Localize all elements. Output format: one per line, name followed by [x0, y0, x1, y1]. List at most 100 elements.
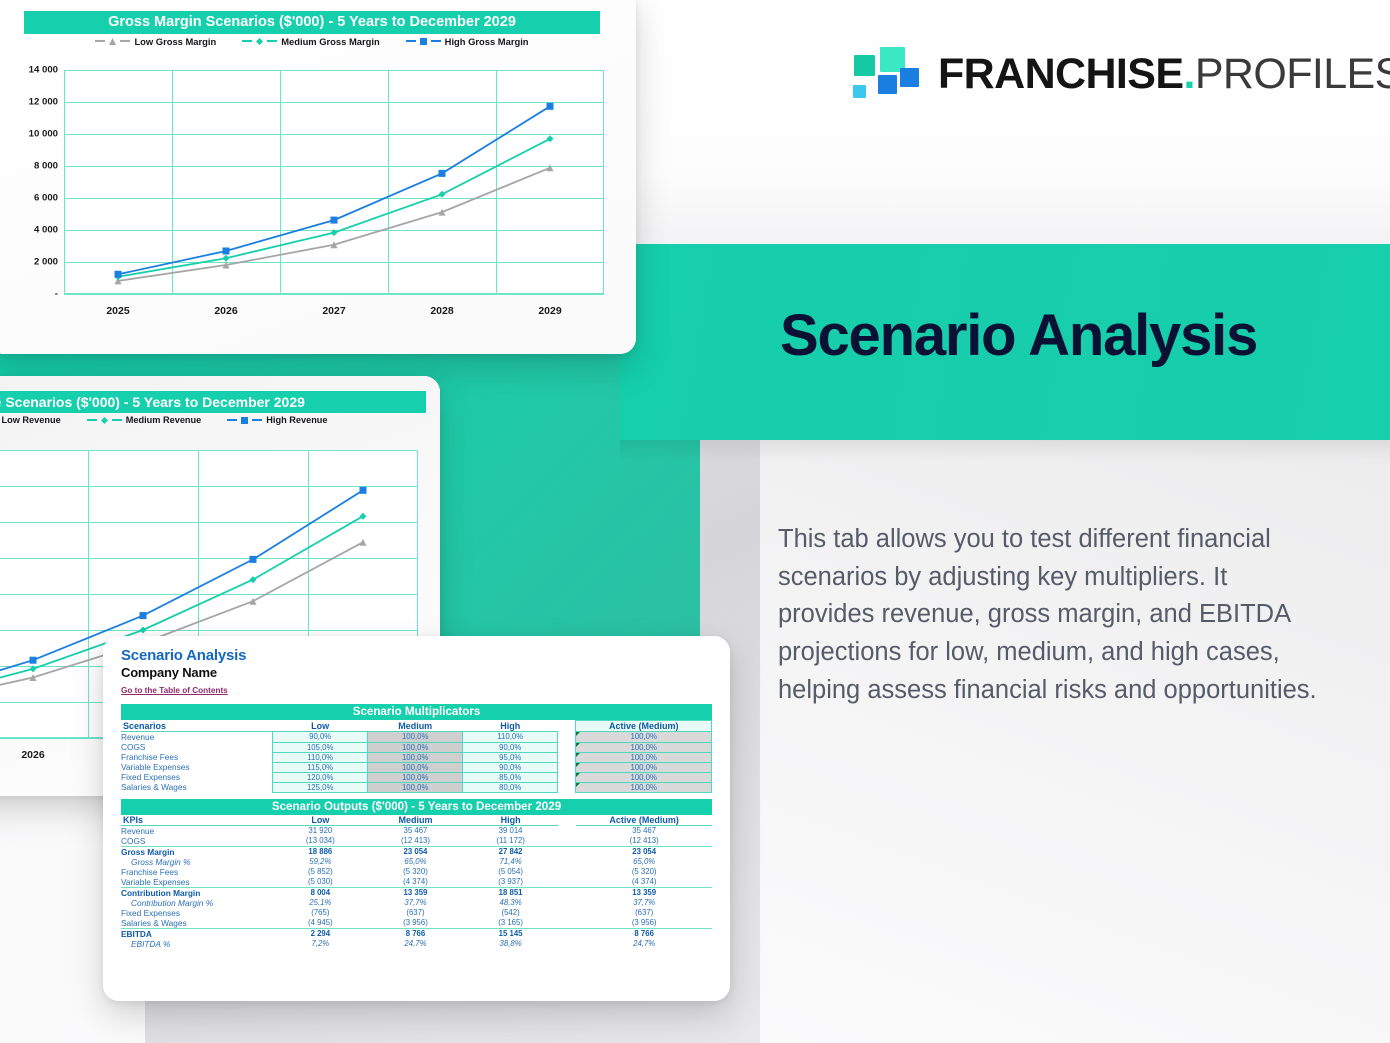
table-of-contents-link[interactable]: Go to the Table of Contents: [121, 686, 228, 695]
cell-low: (5 030): [308, 877, 333, 886]
gridline-horizontal: [0, 630, 418, 631]
cell-active: 23 054: [576, 845, 712, 857]
legend-item-1: Medium Gross Margin: [242, 35, 380, 47]
gridline-horizontal: [0, 486, 418, 487]
y-axis-tick-label: 14 000: [28, 64, 58, 76]
y-axis-tick-label: 6 000: [33, 192, 58, 204]
cell-medium[interactable]: 100,0%: [367, 771, 464, 783]
cell-active: (4 374): [631, 877, 657, 886]
cell-low: (4 945): [308, 918, 333, 927]
legend-label: Medium Gross Margin: [281, 35, 380, 47]
cell-high[interactable]: 90,0%: [462, 761, 559, 773]
legend-item-0: Low Gross Margin: [95, 36, 216, 47]
data-point: [29, 674, 37, 681]
cell-low[interactable]: 120,0%: [272, 771, 369, 783]
data-point: [359, 486, 367, 494]
table-row: Variable Expenses 115,0% 100,0% 90,0% 10…: [121, 761, 712, 773]
gridline-horizontal: [0, 450, 418, 451]
data-point: [29, 665, 37, 673]
cell-medium: 8 766: [367, 927, 464, 939]
data-point: [222, 261, 230, 269]
cell-active[interactable]: 100,0%: [575, 731, 712, 743]
cell-medium[interactable]: 100,0%: [367, 751, 464, 763]
table-row: Revenue 90,0% 100,0% 110,0% 100,0%: [121, 731, 712, 743]
row-label: Salaries & Wages: [121, 782, 187, 792]
legend-item-2: High Revenue: [227, 415, 328, 425]
data-point: [359, 538, 367, 546]
cell-active[interactable]: 100,0%: [575, 781, 712, 793]
legend-label: High Gross Margin: [444, 35, 529, 47]
cell-active: 35 467: [632, 826, 657, 835]
col-header-medium: Medium: [367, 814, 464, 826]
gridline-vertical: [496, 70, 497, 294]
cell-medium: (3 956): [403, 918, 428, 927]
data-point: [114, 277, 122, 285]
y-axis-tick-label: 4 000: [33, 224, 58, 236]
series-line-2: [117, 105, 551, 276]
row-label: Contribution Margin %: [131, 897, 214, 908]
cell-medium[interactable]: 100,0%: [367, 731, 464, 743]
cell-active: (3 956): [631, 918, 657, 927]
table-row: Salaries & Wages 125,0% 100,0% 80,0% 100…: [121, 781, 712, 793]
cell-low[interactable]: 110,0%: [272, 751, 369, 763]
gridline-vertical: [172, 70, 173, 294]
row-label: Franchise Fees: [121, 752, 179, 762]
cell-active: 24,7%: [633, 939, 656, 948]
cell-low[interactable]: 125,0%: [272, 781, 369, 793]
logo-mark-icon: [852, 47, 919, 101]
cell-high[interactable]: 90,0%: [462, 741, 559, 753]
cell-low: (5 852): [308, 867, 333, 876]
data-point: [438, 169, 446, 177]
cell-active[interactable]: 100,0%: [575, 751, 712, 763]
series-line-0: [117, 166, 551, 282]
cell-high[interactable]: 110,0%: [462, 731, 559, 743]
cell-active: 13 359: [576, 886, 712, 898]
cell-medium[interactable]: 100,0%: [367, 761, 464, 773]
cell-high: (11 172): [496, 836, 525, 845]
cell-low[interactable]: 115,0%: [272, 761, 369, 773]
cell-medium: 37,7%: [404, 898, 427, 907]
y-axis-tick-label: 10 000: [28, 128, 58, 140]
table-row: EBITDA 2 294 8 766 15 145 8 766: [121, 927, 712, 939]
cell-active[interactable]: 100,0%: [575, 741, 712, 753]
gross-margin-chart-legend: Low Gross Margin Medium Gross Margin Hig…: [6, 30, 618, 52]
data-point: [139, 612, 147, 620]
legend-label: Low Gross Margin: [134, 35, 217, 47]
cell-high: (3 165): [498, 918, 523, 927]
cell-high: 15 145: [463, 927, 559, 939]
cell-medium[interactable]: 100,0%: [367, 741, 464, 753]
cell-medium: 65,0%: [404, 857, 427, 866]
cell-medium[interactable]: 100,0%: [367, 781, 464, 793]
table-row: COGS 105,0% 100,0% 90,0% 100,0%: [121, 741, 712, 753]
x-axis-tick-label: 2028: [430, 305, 454, 317]
cell-high[interactable]: 95,0%: [462, 751, 559, 763]
table-row: Franchise Fees 110,0% 100,0% 95,0% 100,0…: [121, 751, 712, 763]
table-header-row: Scenarios Low Medium High Active (Medium): [121, 720, 712, 732]
data-point: [29, 656, 37, 664]
data-point: [359, 512, 367, 520]
scenario-multiplicators-band: Scenario Multiplicators: [121, 704, 712, 720]
cell-active[interactable]: 100,0%: [575, 771, 712, 783]
table-row: Variable Expenses (5 030) (4 374) (3 937…: [121, 877, 712, 888]
row-label: Fixed Expenses: [121, 907, 181, 918]
gridline-horizontal: [0, 594, 418, 595]
cell-low[interactable]: 105,0%: [272, 741, 369, 753]
cell-low[interactable]: 90,0%: [272, 731, 369, 743]
cell-medium: 24,7%: [404, 939, 427, 948]
x-axis-tick-label: 2025: [106, 305, 130, 317]
cell-high: (3 937): [498, 877, 523, 886]
col-header-high: High: [463, 814, 559, 826]
background-teal-banner: [620, 244, 1390, 440]
cell-high[interactable]: 85,0%: [462, 771, 559, 783]
cell-active[interactable]: 100,0%: [575, 761, 712, 773]
cell-high[interactable]: 80,0%: [462, 781, 559, 793]
cell-low: 25,1%: [309, 898, 332, 907]
cell-medium: (12 413): [400, 836, 430, 845]
row-label: Gross Margin: [121, 845, 273, 857]
table-row: EBITDA % 7,2% 24,7% 38,8% 24,7%: [121, 939, 712, 949]
cell-active: 65,0%: [633, 857, 656, 866]
logo-dot: .: [1183, 49, 1195, 98]
cell-low: 7,2%: [311, 939, 330, 948]
cell-low: 2 294: [272, 927, 368, 939]
scenario-multiplicators-table: Scenarios Low Medium High Active (Medium) …: [121, 720, 712, 793]
